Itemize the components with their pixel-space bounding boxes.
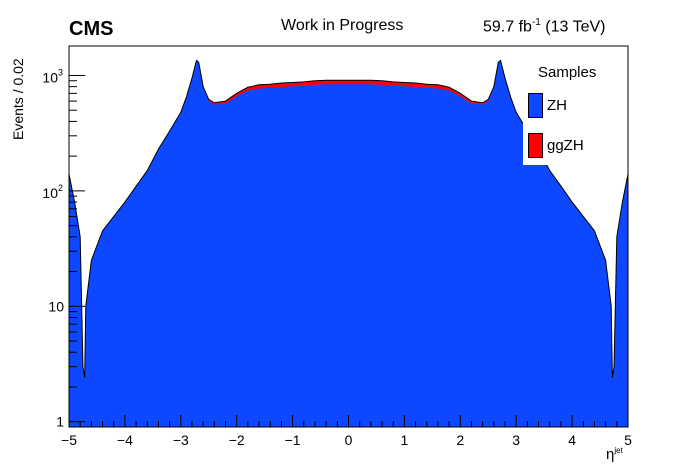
lumi-value: 59.7 fb (483, 18, 532, 36)
y-tick-label: 10 (48, 298, 64, 314)
x-tick-label: −5 (61, 432, 77, 448)
total-outline (68, 59, 629, 378)
x-tick-label: 1 (401, 432, 409, 448)
lumi-exponent: -1 (531, 17, 541, 28)
x-tick-label: 4 (568, 432, 576, 448)
y-tick-label: 103 (42, 67, 63, 85)
series-zh-area (69, 60, 628, 428)
y-axis-label-text: Events / 0.02 (10, 58, 26, 140)
x-tick-label: 2 (456, 432, 464, 448)
x-tick-label: −4 (117, 432, 133, 448)
x-tick-label: −2 (229, 432, 245, 448)
x-axis-label: ηjet (606, 446, 623, 463)
luminosity-label: 59.7 fb-1 (13 TeV) (483, 17, 605, 36)
x-tick-label: 5 (624, 432, 632, 448)
legend-label-ggzh: ggZH (547, 137, 584, 154)
legend-title: Samples (538, 64, 597, 81)
legend-swatch-ggzh (528, 133, 543, 158)
legend-label-zh: ZH (547, 97, 567, 114)
x-tick-label: 0 (345, 432, 353, 448)
x-axis-label-base: η (606, 446, 615, 463)
status-label: Work in Progress (281, 17, 404, 34)
y-tick-label: 1 (56, 414, 64, 430)
x-tick-label: 3 (512, 432, 520, 448)
axis-tick-labels: −5 −4 −3 −2 −1 0 1 2 3 4 5 1 10 102 103 (42, 67, 632, 448)
x-tick-label: −3 (173, 432, 189, 448)
axis-ticks (68, 74, 629, 427)
y-tick-label: 102 (42, 183, 63, 201)
legend: Samples ZH ggZH (523, 55, 611, 165)
x-axis-label-sup: jet (614, 446, 623, 455)
x-tick-label: −1 (285, 432, 301, 448)
lumi-energy: (13 TeV) (540, 18, 606, 36)
legend-swatch-zh (528, 93, 543, 118)
experiment-label: CMS (69, 18, 114, 40)
y-axis-label: Events / 0.02 (10, 58, 26, 140)
stacked-histogram-fills (68, 59, 629, 428)
